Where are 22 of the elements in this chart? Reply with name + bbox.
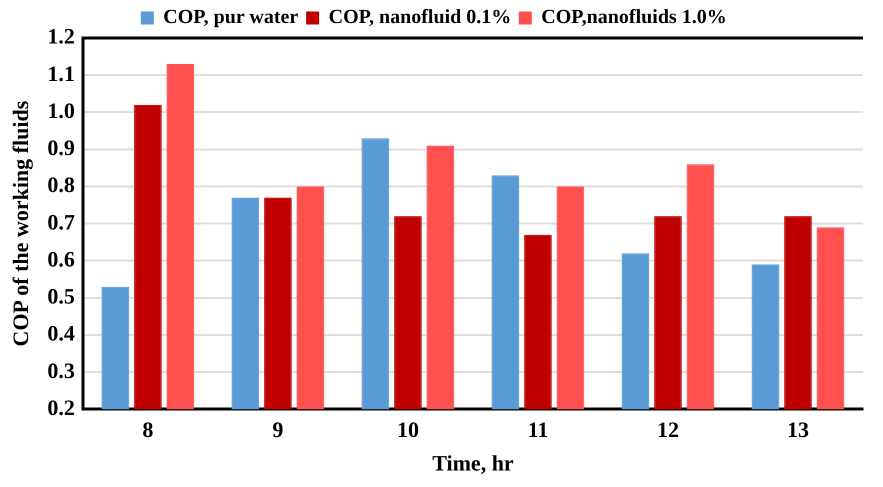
legend-label: COP, pur water (163, 6, 298, 28)
y-tick-label: 0.4 (47, 320, 75, 346)
legend-label: COP, nanofluid 0.1% (328, 6, 512, 28)
y-tick-label: 1.2 (47, 24, 75, 49)
y-tick-label: 1.1 (47, 60, 75, 86)
y-tick-label: 0.5 (47, 284, 75, 309)
y-tick-label: 0.8 (47, 172, 75, 198)
x-tick-label: 12 (656, 417, 679, 442)
y-axis-title: COP of the working fluids (8, 100, 33, 346)
legend-label: COP,nanofluids 1.0% (541, 6, 727, 28)
x-axis-title: Time, hr (432, 450, 514, 476)
y-tick-label: 0.6 (47, 246, 75, 272)
x-tick-label: 9 (272, 417, 284, 442)
x-tick-label: 8 (142, 417, 154, 442)
y-tick-label: 0.3 (47, 358, 75, 383)
y-tick-label: 0.2 (47, 394, 75, 420)
x-tick-label: 13 (786, 417, 809, 442)
x-tick-label: 11 (528, 417, 548, 442)
y-tick-label: 0.7 (47, 209, 75, 234)
y-tick-label: 0.9 (47, 135, 75, 160)
x-tick-label: 10 (396, 417, 419, 442)
y-tick-label: 1.0 (47, 98, 75, 123)
